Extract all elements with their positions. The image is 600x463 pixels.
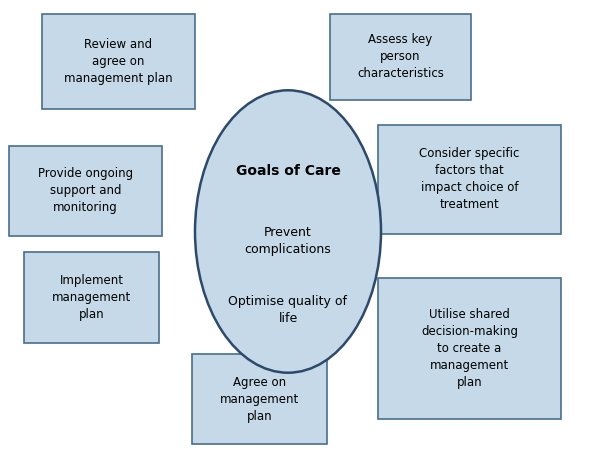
Text: Prevent
complications: Prevent complications — [245, 226, 331, 256]
FancyBboxPatch shape — [330, 14, 471, 100]
FancyBboxPatch shape — [378, 125, 561, 234]
Text: Agree on
management
plan: Agree on management plan — [220, 376, 299, 423]
FancyBboxPatch shape — [378, 278, 561, 419]
Text: Review and
agree on
management plan: Review and agree on management plan — [64, 38, 173, 85]
Text: Goals of Care: Goals of Care — [236, 164, 340, 178]
FancyBboxPatch shape — [24, 252, 159, 343]
FancyBboxPatch shape — [192, 354, 327, 444]
Text: Implement
management
plan: Implement management plan — [52, 274, 131, 321]
FancyBboxPatch shape — [9, 146, 162, 236]
Text: Consider specific
factors that
impact choice of
treatment: Consider specific factors that impact ch… — [419, 147, 520, 212]
FancyBboxPatch shape — [42, 14, 195, 109]
Text: Assess key
person
characteristics: Assess key person characteristics — [357, 33, 444, 80]
Text: Provide ongoing
support and
monitoring: Provide ongoing support and monitoring — [38, 168, 133, 214]
Ellipse shape — [195, 90, 381, 373]
Text: Utilise shared
decision-making
to create a
management
plan: Utilise shared decision-making to create… — [421, 308, 518, 389]
Text: Optimise quality of
life: Optimise quality of life — [229, 295, 347, 325]
